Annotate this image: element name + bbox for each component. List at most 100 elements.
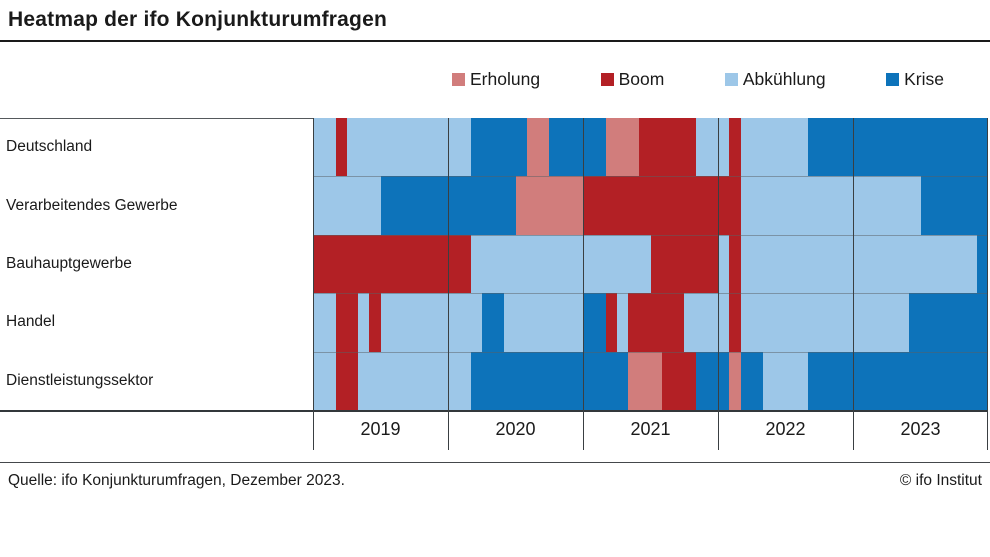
heatmap-cell	[414, 351, 426, 410]
heatmap-cell	[661, 234, 673, 294]
heatmap-cell	[943, 351, 955, 410]
heatmap-cell	[313, 293, 325, 352]
heatmap-cell	[864, 234, 876, 294]
heatmap-cell	[560, 293, 572, 352]
heatmap-cell	[706, 234, 718, 294]
heatmap-cell	[841, 118, 853, 177]
heatmap-cell	[504, 234, 516, 294]
heatmap-cell	[695, 351, 707, 410]
title-rule	[0, 40, 990, 42]
heatmap-cell	[830, 351, 842, 410]
heatmap-cell	[605, 118, 617, 177]
heatmap-cell	[639, 351, 651, 410]
heatmap-cell	[751, 293, 763, 352]
legend-item-krise: Krise	[886, 69, 944, 90]
heatmap-cell	[808, 293, 820, 352]
heatmap-cell	[774, 234, 786, 294]
heatmap-cell	[448, 293, 460, 352]
heatmap-cell	[976, 293, 988, 352]
heatmap-cell	[695, 176, 707, 235]
heatmap-cell	[493, 351, 505, 410]
heatmap-cell	[459, 118, 471, 177]
heatmap-cell	[391, 234, 403, 294]
heatmap-cell	[965, 351, 977, 410]
page-title: Heatmap der ifo Konjunkturumfragen	[8, 8, 387, 31]
heatmap-cell	[650, 293, 662, 352]
heatmap-cell	[560, 351, 572, 410]
heatmap-cell	[448, 234, 460, 294]
year-separator	[313, 118, 314, 450]
heatmap-cell	[796, 118, 808, 177]
heatmap-cell	[526, 293, 538, 352]
heatmap-cell	[954, 293, 966, 352]
heatmap-cell	[909, 176, 921, 235]
heatmap-cell	[920, 293, 932, 352]
heatmap-cell	[965, 234, 977, 294]
heatmap-cell	[470, 351, 482, 410]
heatmap-cell	[538, 351, 550, 410]
heatmap-cell	[841, 176, 853, 235]
heatmap-cell	[504, 351, 516, 410]
heatmap-cell	[324, 118, 336, 177]
heatmap-cell	[751, 118, 763, 177]
heatmap-cell	[853, 351, 865, 410]
heatmap-cell	[774, 293, 786, 352]
heatmap-cell	[616, 234, 628, 294]
heatmap-cell	[448, 351, 460, 410]
heatmap-cell	[549, 351, 561, 410]
heatmap-cell	[538, 118, 550, 177]
heatmap-cell	[751, 176, 763, 235]
heatmap-cell	[436, 351, 448, 410]
heatmap-cell	[391, 351, 403, 410]
heatmap-cell	[515, 118, 527, 177]
heatmap-cell	[650, 118, 662, 177]
heatmap-cell	[628, 234, 640, 294]
heatmap-cell	[639, 176, 651, 235]
heatmap-cell	[853, 234, 865, 294]
heatmap-cell	[706, 118, 718, 177]
heatmap-cell	[819, 351, 831, 410]
heatmap-cell	[425, 176, 437, 235]
heatmap-cell	[628, 293, 640, 352]
heatmap-cell	[324, 293, 336, 352]
heatmap-cell	[369, 351, 381, 410]
x-tick-label: 2021	[630, 419, 671, 439]
heatmap-cell	[380, 118, 392, 177]
heatmap-row	[313, 176, 988, 235]
heatmap-cell	[819, 118, 831, 177]
heatmap-cell	[808, 234, 820, 294]
heatmap-cell	[493, 234, 505, 294]
heatmap-plot	[313, 118, 988, 410]
heatmap-cell	[808, 176, 820, 235]
heatmap-cell	[403, 293, 415, 352]
heatmap-cell	[954, 176, 966, 235]
heatmap-cell	[763, 293, 775, 352]
heatmap-cell	[571, 293, 583, 352]
heatmap-cell	[414, 293, 426, 352]
heatmap-cell	[886, 118, 898, 177]
heatmap-cell	[403, 176, 415, 235]
heatmap-cell	[796, 234, 808, 294]
heatmap-cell	[661, 351, 673, 410]
heatmap-cell	[616, 176, 628, 235]
heatmap-cell	[965, 176, 977, 235]
heatmap-cell	[718, 118, 730, 177]
heatmap-cell	[504, 118, 516, 177]
heatmap-cell	[875, 351, 887, 410]
heatmap-cell	[504, 176, 516, 235]
heatmap-cell	[909, 234, 921, 294]
heatmap-cell	[594, 234, 606, 294]
heatmap-cell	[436, 118, 448, 177]
heatmap-cell	[954, 234, 966, 294]
heatmap-cell	[718, 293, 730, 352]
heatmap-cell	[729, 351, 741, 410]
row-separator	[313, 234, 988, 236]
heatmap-cell	[808, 118, 820, 177]
heatmap-cell	[819, 176, 831, 235]
heatmap-cell	[481, 118, 493, 177]
heatmap-cell	[358, 176, 370, 235]
heatmap-cell	[380, 293, 392, 352]
heatmap-cell	[358, 351, 370, 410]
heatmap-cell	[369, 293, 381, 352]
heatmap-cell	[796, 176, 808, 235]
